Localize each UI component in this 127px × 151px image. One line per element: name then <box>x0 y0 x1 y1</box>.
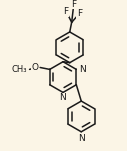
Text: O: O <box>31 63 38 72</box>
Text: N: N <box>79 65 86 74</box>
Text: F: F <box>71 0 76 9</box>
Text: CH₃: CH₃ <box>11 65 27 74</box>
Text: N: N <box>78 134 85 143</box>
Text: F: F <box>77 9 82 18</box>
Text: F: F <box>63 7 68 16</box>
Text: N: N <box>59 93 65 102</box>
